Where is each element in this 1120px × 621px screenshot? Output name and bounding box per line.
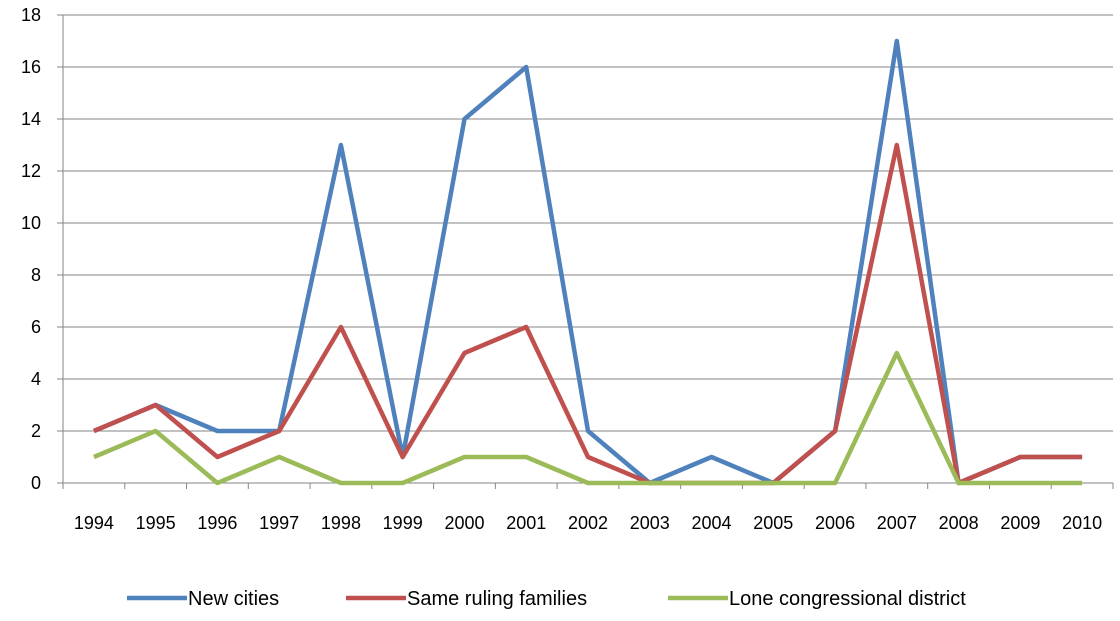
- series-lines: [93, 38, 1083, 486]
- x-tick-label: 2010: [1062, 513, 1102, 533]
- y-tick-label: 6: [31, 317, 41, 337]
- legend-label: New cities: [188, 588, 279, 610]
- y-tick-labels: 0 2 4 6 8 10 12 14 16 18: [21, 5, 41, 493]
- y-tick-label: 16: [21, 57, 41, 77]
- x-tick-label: 2009: [1000, 513, 1040, 533]
- x-tick-label: 2007: [877, 513, 917, 533]
- x-tick-label: 2005: [753, 513, 793, 533]
- gridlines: [63, 14, 1113, 432]
- y-tick-label: 0: [31, 473, 41, 493]
- legend: New cities Same ruling families Lone congr…: [127, 588, 966, 610]
- y-tick-label: 2: [31, 421, 41, 441]
- legend-label: Same ruling families: [407, 588, 587, 610]
- x-tick-label: 2004: [692, 513, 732, 533]
- series-line-2: [93, 350, 1083, 486]
- x-tick-label: 2006: [815, 513, 855, 533]
- x-tick-label: 2008: [939, 513, 979, 533]
- x-tick-label: 1998: [321, 513, 361, 533]
- y-tick-label: 4: [31, 369, 41, 389]
- x-tick-label: 1996: [197, 513, 237, 533]
- x-tick-label: 2001: [506, 513, 546, 533]
- y-tick-label: 12: [21, 161, 41, 181]
- x-tick-labels: 1994 1995 1996 1997 1998 1999 2000 2001 2002 2003…: [74, 513, 1102, 533]
- series-line-0: [93, 38, 1083, 486]
- legend-label: Lone congressional district: [729, 588, 966, 610]
- x-tick-label: 2003: [630, 513, 670, 533]
- x-tick-label: 2000: [444, 513, 484, 533]
- x-tick-label: 2002: [568, 513, 608, 533]
- x-tick-label: 1997: [259, 513, 299, 533]
- y-tick-label: 8: [31, 265, 41, 285]
- x-tick-label: 1995: [136, 513, 176, 533]
- y-tick-label: 10: [21, 213, 41, 233]
- series-line-1: [93, 142, 1083, 486]
- y-tick-label: 18: [21, 5, 41, 25]
- x-tick-label: 1999: [383, 513, 423, 533]
- x-tick-label: 1994: [74, 513, 114, 533]
- y-tick-label: 14: [21, 109, 41, 129]
